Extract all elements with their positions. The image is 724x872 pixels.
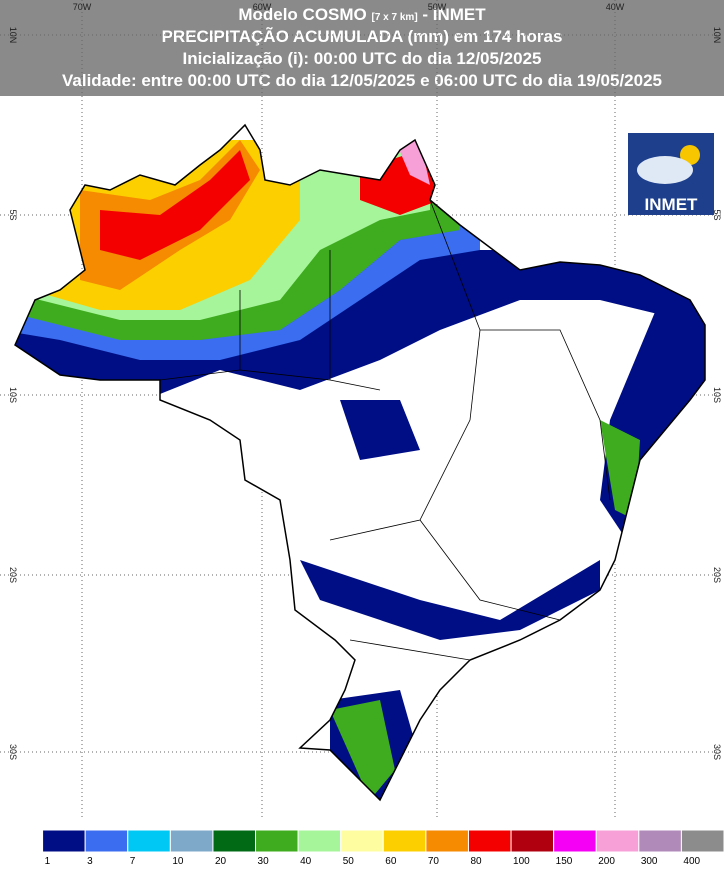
header-bg (0, 0, 724, 96)
logo-text: INMET (645, 195, 699, 214)
legend-swatch (510, 829, 555, 853)
lat-label-left: 20S (8, 567, 18, 583)
validity: Validade: entre 00:00 UTC do dia 12/05/2… (62, 71, 662, 90)
lon-label: 40W (606, 2, 625, 12)
legend: 1 3 7 10 20 30 40 50 60 70 80 100 150 200 300 400 (0, 829, 724, 867)
legend-level: 1 (45, 856, 51, 867)
lat-label-left: 10N (8, 27, 18, 44)
legend-level: 200 (598, 856, 615, 867)
legend-level: 150 (556, 856, 573, 867)
legend-swatch (169, 829, 214, 853)
legend-level: 10 (172, 856, 184, 867)
legend-swatch (255, 829, 299, 853)
lat-label-right: 10N (712, 27, 722, 44)
legend-swatch (127, 829, 171, 853)
legend-level: 80 (470, 856, 482, 867)
lat-label-left: 30S (8, 744, 18, 760)
lon-label: 60W (253, 2, 272, 12)
lat-label-right: 10S (712, 387, 722, 403)
lat-label-left: 10S (8, 387, 18, 403)
legend-swatch (0, 829, 44, 853)
lon-label: 50W (428, 2, 447, 12)
lat-label-left: 5S (8, 209, 18, 220)
lon-label: 70W (73, 2, 92, 12)
lat-label-right: 30S (712, 744, 722, 760)
legend-swatch (680, 829, 724, 853)
inmet-logo: INMET (628, 133, 714, 215)
legend-level: 100 (513, 856, 530, 867)
legend-level: 20 (215, 856, 227, 867)
legend-swatch (42, 829, 86, 853)
legend-swatch (84, 829, 129, 853)
legend-swatch (425, 829, 469, 853)
legend-level: 300 (641, 856, 658, 867)
legend-swatch (297, 829, 342, 853)
legend-level: 50 (343, 856, 355, 867)
title: Modelo COSMO [7 x 7 km] - INMET (238, 5, 486, 24)
legend-swatch (212, 829, 257, 853)
init: Inicialização (i): 00:00 UTC do dia 12/0… (182, 49, 541, 68)
legend-level: 60 (385, 856, 397, 867)
legend-level: 7 (130, 856, 136, 867)
lat-label-right: 20S (712, 567, 722, 583)
legend-level: 40 (300, 856, 312, 867)
legend-level: 70 (428, 856, 440, 867)
legend-swatch (382, 829, 427, 853)
legend-swatch (638, 829, 682, 853)
legend-level: 400 (683, 856, 700, 867)
state-borders (159, 199, 611, 661)
legend-level: 30 (258, 856, 270, 867)
subtitle: PRECIPITAÇÃO ACUMULADA (mm) em 174 horas (162, 26, 563, 46)
legend-level: 3 (87, 856, 93, 867)
legend-swatch (340, 829, 384, 853)
legend-swatch (467, 829, 512, 853)
legend-swatch (595, 829, 640, 853)
lat-label-right: 5S (712, 209, 722, 220)
legend-swatch (553, 829, 597, 853)
